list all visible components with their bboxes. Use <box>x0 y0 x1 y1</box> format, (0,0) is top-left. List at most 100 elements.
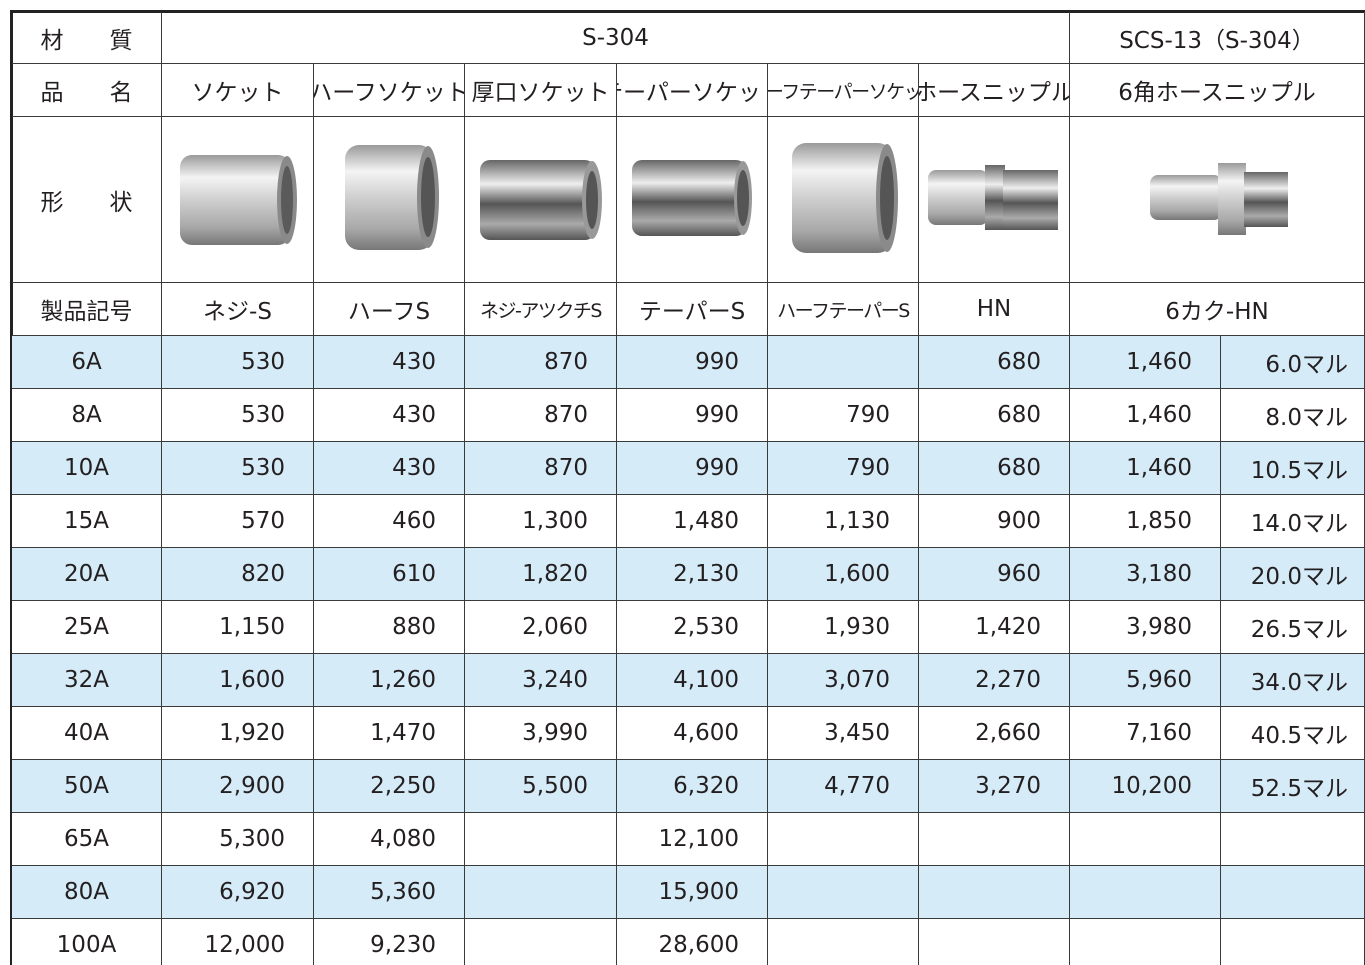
cell: 870 <box>465 442 617 495</box>
cell: 1,600 <box>768 548 919 601</box>
cell: 3,450 <box>768 707 919 760</box>
cell: 1,920 <box>162 707 314 760</box>
cell: 20A <box>12 548 162 601</box>
cell: 10A <box>12 442 162 495</box>
cell: 1,460 <box>1070 442 1221 495</box>
cell: 3,980 <box>1070 601 1221 654</box>
cell <box>768 336 919 389</box>
cell: 2,900 <box>162 760 314 813</box>
cell: ハーフテーパーS <box>768 283 919 336</box>
cell <box>1221 919 1365 965</box>
cell: 1,460 <box>1070 389 1221 442</box>
cell <box>162 117 314 283</box>
cell: 32A <box>12 654 162 707</box>
cell <box>1221 813 1365 866</box>
cell: 6.0マル <box>1221 336 1365 389</box>
cell: 990 <box>617 336 768 389</box>
cell: 5,960 <box>1070 654 1221 707</box>
cell: 5,360 <box>314 866 465 919</box>
cell: ハーフS <box>314 283 465 336</box>
cell <box>919 813 1070 866</box>
cell: テーパーソケット <box>617 64 768 117</box>
cell: 430 <box>314 442 465 495</box>
cell: 10.5マル <box>1221 442 1365 495</box>
cell <box>617 117 768 283</box>
cell: 610 <box>314 548 465 601</box>
cell: 1,130 <box>768 495 919 548</box>
cell: 1,150 <box>162 601 314 654</box>
cell: 28,600 <box>617 919 768 965</box>
cell: 12,100 <box>617 813 768 866</box>
cell: 40A <box>12 707 162 760</box>
cell: 1,930 <box>768 601 919 654</box>
cell: 8A <box>12 389 162 442</box>
cell: 1,850 <box>1070 495 1221 548</box>
cell: 20.0マル <box>1221 548 1365 601</box>
cell <box>768 866 919 919</box>
cell: 9,230 <box>314 919 465 965</box>
top-border <box>10 10 1365 13</box>
cell: 1,260 <box>314 654 465 707</box>
cell: HN <box>919 283 1070 336</box>
cell: 1,600 <box>162 654 314 707</box>
cell: 2,130 <box>617 548 768 601</box>
cell <box>465 866 617 919</box>
cell: 100A <box>12 919 162 965</box>
cell <box>768 117 919 283</box>
cell: 4,100 <box>617 654 768 707</box>
cell <box>1070 117 1365 283</box>
cell: 870 <box>465 336 617 389</box>
cell: 6A <box>12 336 162 389</box>
cell <box>919 866 1070 919</box>
cell: 430 <box>314 389 465 442</box>
cell: 26.5マル <box>1221 601 1365 654</box>
cell: ソケット <box>162 64 314 117</box>
cell: 10,200 <box>1070 760 1221 813</box>
cell: 430 <box>314 336 465 389</box>
cell: 570 <box>162 495 314 548</box>
cell: 4,600 <box>617 707 768 760</box>
cell: 8.0マル <box>1221 389 1365 442</box>
cell <box>919 117 1070 283</box>
cell: 680 <box>919 442 1070 495</box>
cell: SCS-13（S-304） <box>1070 12 1365 64</box>
cell: ネジ-S <box>162 283 314 336</box>
cell: 1,820 <box>465 548 617 601</box>
cell: 960 <box>919 548 1070 601</box>
cell: 460 <box>314 495 465 548</box>
cell: 990 <box>617 389 768 442</box>
cell: 15A <box>12 495 162 548</box>
cell: 2,270 <box>919 654 1070 707</box>
cell: 3,990 <box>465 707 617 760</box>
cell: ハーフソケット <box>314 64 465 117</box>
cell: 870 <box>465 389 617 442</box>
cell <box>1221 866 1365 919</box>
cell: 1,470 <box>314 707 465 760</box>
cell: 14.0マル <box>1221 495 1365 548</box>
cell: 5,300 <box>162 813 314 866</box>
cell: 1,480 <box>617 495 768 548</box>
cell: 3,180 <box>1070 548 1221 601</box>
cell <box>465 919 617 965</box>
cell: 3,270 <box>919 760 1070 813</box>
cell <box>465 117 617 283</box>
cell: 6,920 <box>162 866 314 919</box>
cell: 2,250 <box>314 760 465 813</box>
cell: 3,070 <box>768 654 919 707</box>
cell: 6,320 <box>617 760 768 813</box>
cell: 4,770 <box>768 760 919 813</box>
cell: 2,660 <box>919 707 1070 760</box>
cell: ホースニップル <box>919 64 1070 117</box>
cell: 530 <box>162 442 314 495</box>
cell <box>919 919 1070 965</box>
cell: 80A <box>12 866 162 919</box>
cell: 790 <box>768 442 919 495</box>
cell: 2,530 <box>617 601 768 654</box>
cell: 2,060 <box>465 601 617 654</box>
cell: 680 <box>919 336 1070 389</box>
cell: 680 <box>919 389 1070 442</box>
cell: 7,160 <box>1070 707 1221 760</box>
cell: 790 <box>768 389 919 442</box>
cell: ハーフテーパーソケット <box>768 64 919 117</box>
